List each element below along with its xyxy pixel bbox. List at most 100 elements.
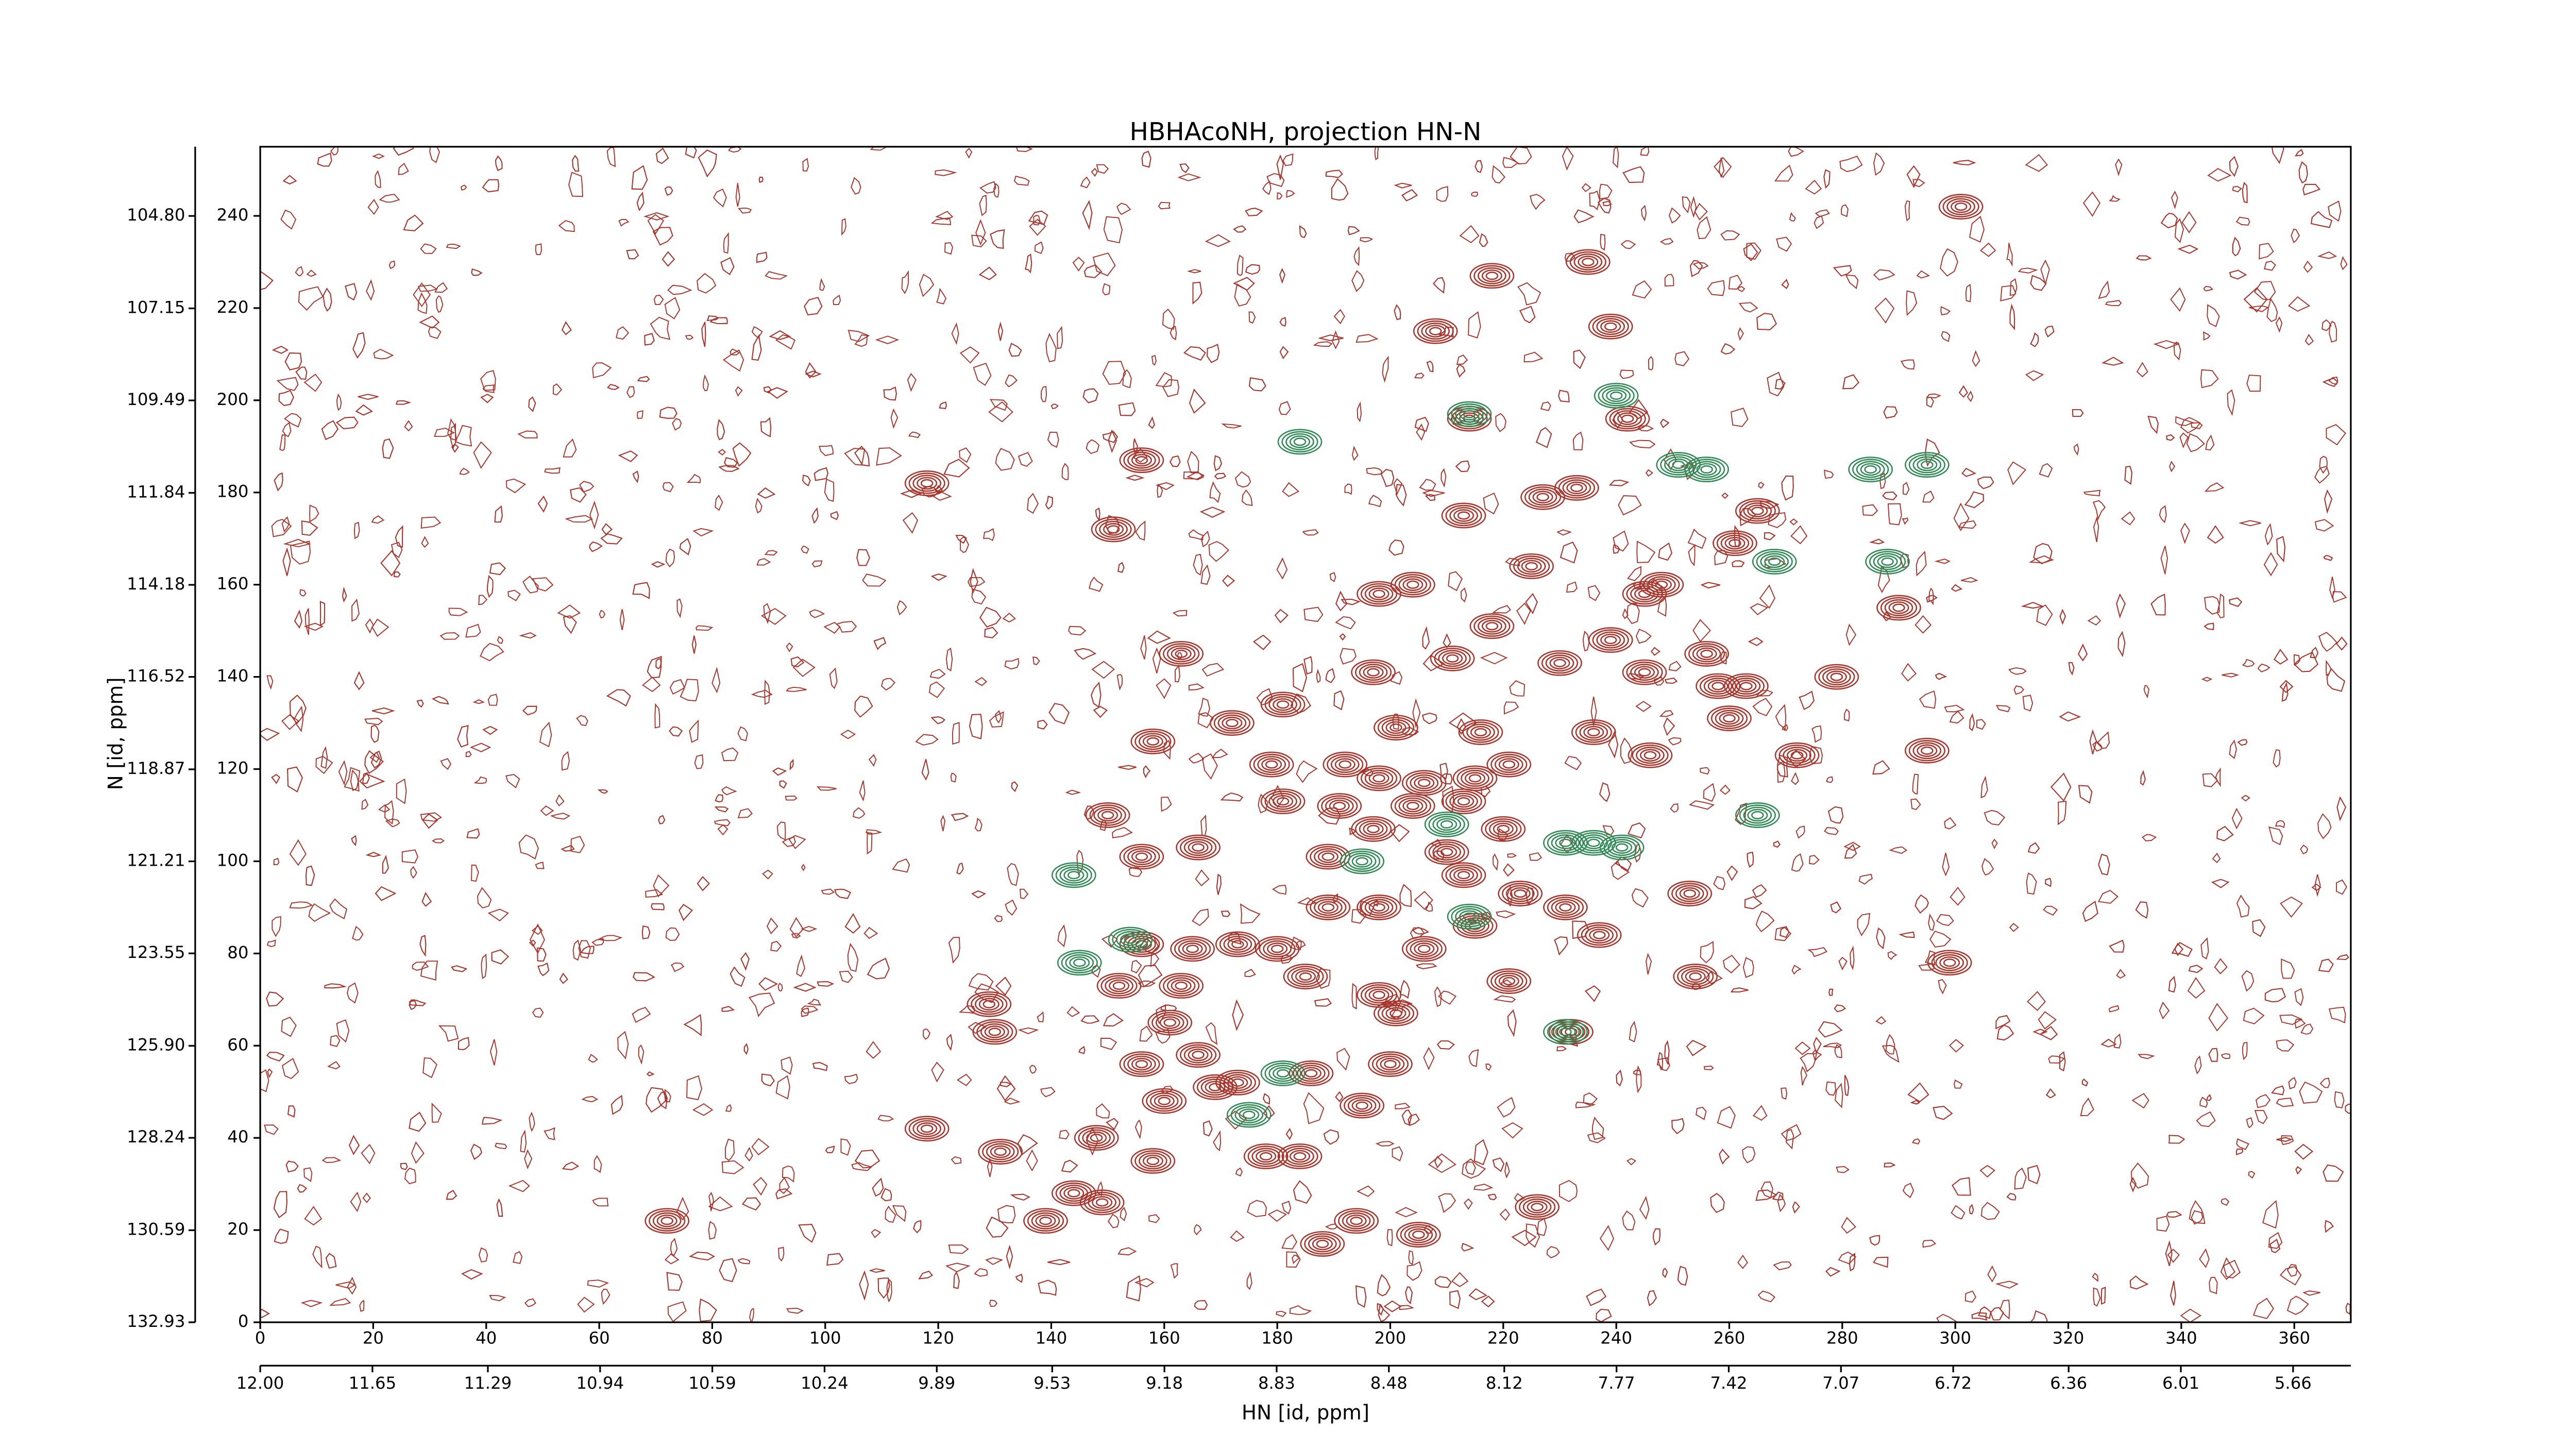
peak-contour (1604, 322, 1617, 331)
noise-contour (665, 927, 680, 941)
peak-contour (1672, 460, 1685, 469)
peak (1096, 973, 1142, 999)
peak (1927, 950, 1972, 976)
noise-contour (971, 890, 986, 899)
noise-contour (1007, 863, 1019, 886)
noise-contour (1200, 507, 1226, 518)
peak-contour (1630, 664, 1659, 681)
noise-contour (419, 935, 427, 957)
noise-contour (2268, 827, 2283, 846)
noise-contour (2136, 362, 2148, 378)
noise-contour (869, 1268, 885, 1273)
x2-tick-label: 12.00 (236, 1373, 284, 1393)
noise-contour (1377, 1303, 1384, 1316)
noise-contour (1436, 1040, 1455, 1050)
peak-contour (1583, 726, 1604, 739)
peak-contour (1180, 836, 1217, 858)
noise-contour (1662, 1268, 1668, 1278)
noise-contour (562, 1161, 580, 1170)
peak-contour (1856, 461, 1885, 478)
noise-contour (866, 1041, 882, 1059)
peak-contour (1135, 1059, 1148, 1069)
noise-contour (271, 518, 292, 537)
noise-contour (1916, 270, 1930, 279)
noise-contour (1637, 425, 1654, 432)
noise-contour (290, 541, 311, 565)
noise-contour (2166, 1211, 2182, 1218)
noise-contour (760, 417, 772, 437)
noise-contour (801, 1007, 809, 1017)
peak-contour (656, 1214, 677, 1227)
peak-contour (1615, 843, 1629, 852)
noise-contour (699, 1298, 717, 1322)
peak-contour (1908, 740, 1945, 762)
noise-contour (592, 1198, 609, 1207)
peak (1543, 1019, 1588, 1045)
noise-contour (721, 1006, 735, 1012)
peak-contour (1273, 1067, 1294, 1080)
x2-tick-label: 8.83 (1258, 1373, 1295, 1393)
noise-contour (802, 158, 809, 172)
noise-contour (1230, 1230, 1245, 1242)
noise-contour (2294, 988, 2304, 1006)
noise-contour (1996, 1024, 2014, 1041)
noise-contour (730, 966, 745, 987)
noise-contour (2232, 237, 2241, 257)
peak (1091, 516, 1136, 543)
peak-contour (1424, 811, 1469, 837)
peak (1724, 673, 1769, 699)
noise-contour (260, 1069, 269, 1092)
peak-contour (1035, 1214, 1056, 1227)
noise-contour (1076, 849, 1083, 875)
noise-contour (2196, 1111, 2216, 1127)
peak-contour (1227, 1076, 1248, 1089)
noise-contour (1759, 584, 1775, 609)
noise-contour (1789, 212, 1796, 222)
peak-contour (1942, 196, 1979, 217)
noise-contour (1325, 668, 1335, 683)
noise-contour (867, 957, 890, 980)
noise-contour (344, 767, 361, 792)
noise-contour (655, 658, 662, 669)
noise-contour (1961, 467, 1976, 477)
noise-contour (537, 947, 547, 962)
peak-contour (1728, 539, 1741, 548)
peak (904, 470, 950, 496)
noise-contour (1120, 1206, 1127, 1222)
noise-contour (817, 981, 835, 987)
peak-contour (1561, 1025, 1582, 1038)
noise-contour (601, 1289, 611, 1305)
noise-contour (1460, 587, 1467, 603)
peak-contour (1463, 912, 1476, 921)
noise-contour (679, 537, 691, 555)
noise-contour (1296, 760, 1318, 783)
x-tick-label: 360 (2278, 1328, 2310, 1347)
noise-contour (1626, 602, 1640, 625)
noise-contour (1200, 530, 1210, 547)
peak-contour (1260, 788, 1306, 815)
noise-contour (507, 589, 521, 601)
noise-contour (1464, 1198, 1473, 1210)
noise-contour (767, 917, 778, 935)
noise-contour (1421, 712, 1437, 724)
peak-contour (994, 1147, 1007, 1156)
peak-contour (1410, 940, 1439, 957)
noise-contour (1653, 1228, 1660, 1246)
peak-contour (1569, 251, 1606, 273)
peak-contour (1082, 1129, 1111, 1147)
y2-tick-label: 123.55 (127, 942, 185, 962)
peak-contour (1186, 945, 1199, 953)
noise-contour (1979, 242, 1996, 257)
noise-contour (558, 220, 575, 232)
noise-contour (2223, 1259, 2241, 1279)
noise-contour (1613, 530, 1629, 552)
noise-contour (1456, 364, 1466, 378)
noise-contour (416, 699, 424, 708)
peak-contour (1768, 557, 1781, 566)
noise-contour (1850, 945, 1855, 971)
peak-contour (1634, 666, 1655, 679)
noise-contour (2321, 319, 2332, 331)
noise-contour (915, 734, 939, 746)
noise-contour (2310, 647, 2319, 659)
noise-contour (657, 1091, 668, 1109)
